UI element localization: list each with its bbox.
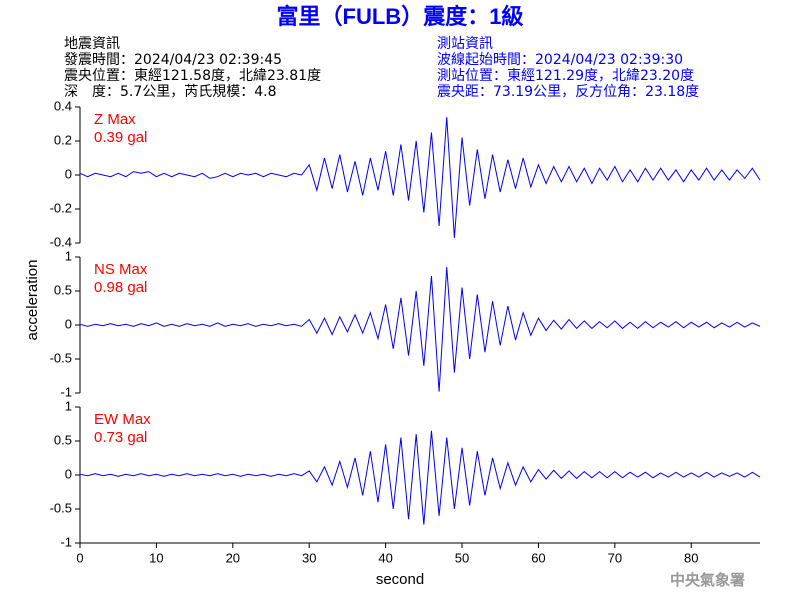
y-tick-label: -0.4 (50, 234, 72, 249)
max-label: EW Max (94, 411, 151, 428)
waveform (79, 117, 761, 238)
y-tick-label: -0.2 (50, 200, 72, 215)
max-label: NS Max (94, 261, 148, 278)
info-left: 深 度：5.7公里，芮氏規模：4.8 (64, 83, 277, 100)
max-value: 0.98 gal (94, 279, 147, 296)
y-tick-label: -0.5 (50, 500, 72, 515)
max-value: 0.73 gal (94, 429, 147, 446)
waveform (79, 267, 761, 392)
title: 富里（FULB）震度：1級 (277, 4, 524, 29)
x-tick-label: 40 (378, 550, 392, 565)
y-tick-label: 0.5 (54, 432, 72, 447)
y-tick-label: -0.5 (50, 350, 72, 365)
max-value: 0.39 gal (94, 129, 147, 146)
y-tick-label: 0 (65, 466, 72, 481)
y-tick-label: 0.4 (54, 98, 72, 113)
footer: 中央氣象署 (670, 571, 745, 589)
y-tick-label: 0 (65, 316, 72, 331)
y-tick-label: 0.5 (54, 282, 72, 297)
x-tick-label: 50 (455, 550, 469, 565)
x-tick-label: 0 (76, 550, 83, 565)
max-label: Z Max (94, 111, 136, 128)
x-tick-label: 80 (684, 550, 698, 565)
info-left: 震央位置：東經121.58度，北緯23.81度 (64, 68, 321, 84)
y-tick-label: 1 (65, 248, 72, 263)
y-axis-label: acceleration (24, 260, 41, 341)
info-right: 測站位置：東經121.29度，北緯23.20度 (437, 68, 694, 84)
x-axis-label: second (376, 571, 424, 588)
info-left: 地震資訊 (64, 36, 120, 52)
x-tick-label: 20 (226, 550, 240, 565)
waveform (79, 430, 761, 525)
y-tick-label: 0 (65, 166, 72, 181)
y-tick-label: -1 (60, 384, 72, 399)
x-tick-label: 10 (149, 550, 163, 565)
y-tick-label: -1 (60, 534, 72, 549)
x-tick-label: 30 (302, 550, 316, 565)
info-right: 測站資訊 (437, 36, 493, 52)
y-tick-label: 1 (65, 398, 72, 413)
info-right: 震央距：73.19公里，反方位角：23.18度 (437, 84, 699, 100)
x-tick-label: 60 (531, 550, 545, 565)
info-left: 發震時間：2024/04/23 02:39:45 (64, 52, 282, 68)
x-tick-label: 70 (608, 550, 622, 565)
y-tick-label: 0.2 (54, 132, 72, 147)
info-right: 波線起始時間：2024/04/23 02:39:30 (437, 52, 683, 68)
